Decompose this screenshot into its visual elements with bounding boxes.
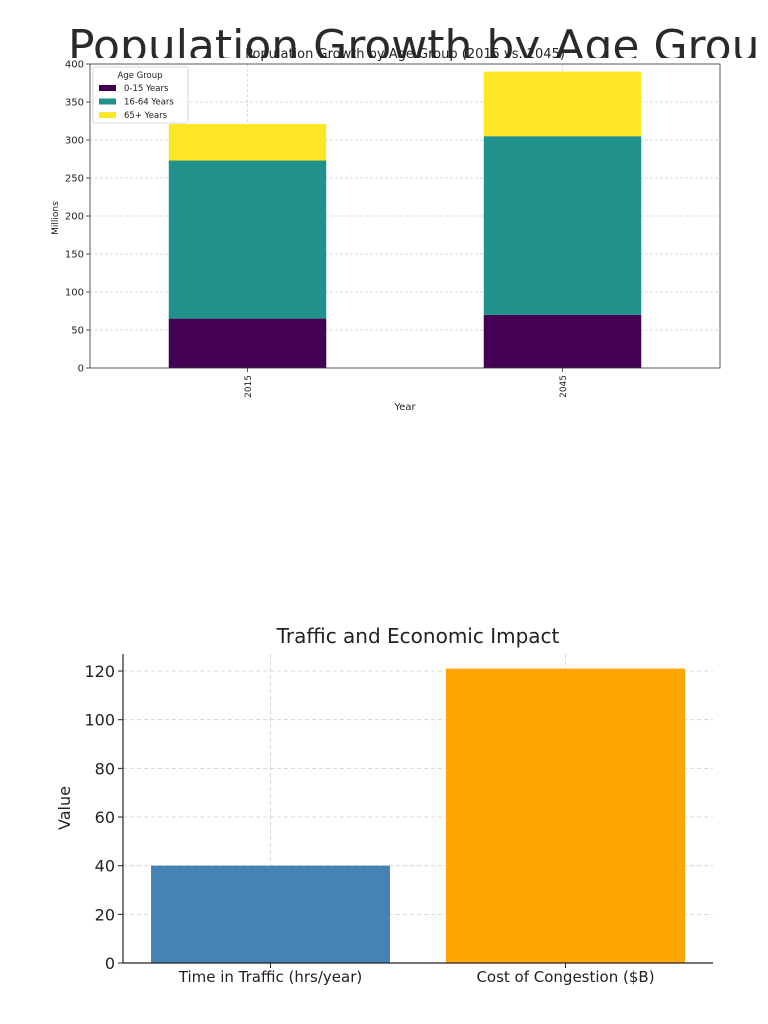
bar-2015-1: [168, 318, 327, 368]
plot-frame: [89, 63, 721, 369]
y-tick-label: 200: [65, 212, 84, 223]
legend-label: 0-15 Years: [124, 84, 169, 94]
axes: 0 50 100 150 200 250 300 350 400 2015 2045: [65, 60, 721, 398]
y-tick-label: 350: [65, 98, 84, 109]
y-tick-label: 20: [95, 905, 115, 924]
chart-title: Traffic and Economic Impact: [276, 624, 560, 648]
legend-label: 65+ Years: [124, 111, 168, 121]
legend-box: [92, 66, 189, 124]
y-tick-label: 100: [65, 288, 84, 299]
bar-2045-2: [483, 136, 642, 315]
y-tick-label: 50: [71, 326, 84, 337]
y-tick-label: 100: [84, 711, 115, 730]
y-tick-label: 400: [65, 60, 84, 71]
x-axis-label: Year: [393, 402, 416, 413]
bars: [168, 71, 642, 368]
bar-2: [446, 668, 685, 963]
legend: Age Group 0-15 Years 16-64 Years 65+ Years: [92, 66, 189, 124]
y-axis-label: Value: [55, 786, 74, 830]
x-tick-label: 2015: [244, 375, 254, 398]
legend-label: 16-64 Years: [124, 98, 174, 108]
chart-title: Population Growth by Age Group (2015 vs.…: [245, 47, 565, 62]
bar-2015-2: [168, 160, 327, 319]
bar-2045-1: [483, 314, 642, 368]
legend-swatch: [99, 112, 116, 118]
legend-swatch: [99, 85, 116, 91]
x-tick-label: Time in Traffic (hrs/year): [178, 968, 362, 986]
y-tick-label: 300: [65, 136, 84, 147]
y-tick-label: 0: [105, 954, 115, 973]
traffic-chart: 0 20 40 60 80 100 120 Time in Traffic (hrs/year…: [55, 624, 713, 986]
axes: 0 20 40 60 80 100 120 Time in Traffic (hrs/year…: [84, 654, 713, 986]
legend-swatch: [99, 98, 116, 105]
y-tick-label: 120: [84, 662, 115, 681]
y-tick-label: 150: [65, 250, 84, 261]
legend-title: Age Group: [117, 71, 162, 81]
y-tick-label: 60: [95, 808, 115, 827]
x-tick-label: Cost of Congestion ($B): [476, 968, 654, 986]
bar-2045-3: [483, 71, 642, 137]
y-axis-label: Millions: [51, 201, 61, 235]
background-title: Population Growth by Age Group: [68, 21, 758, 58]
bars: [151, 668, 685, 963]
population-chart: 0 50 100 150 200 250 300 350 400 2015 2045 Populat…: [51, 47, 721, 413]
x-tick-label: 2045: [559, 375, 569, 398]
bar-2015-3: [168, 124, 327, 161]
y-tick-label: 80: [95, 759, 115, 778]
bar-1: [151, 865, 390, 963]
y-tick-label: 250: [65, 174, 84, 185]
y-tick-label: 40: [95, 857, 115, 876]
y-tick-label: 0: [78, 364, 84, 375]
